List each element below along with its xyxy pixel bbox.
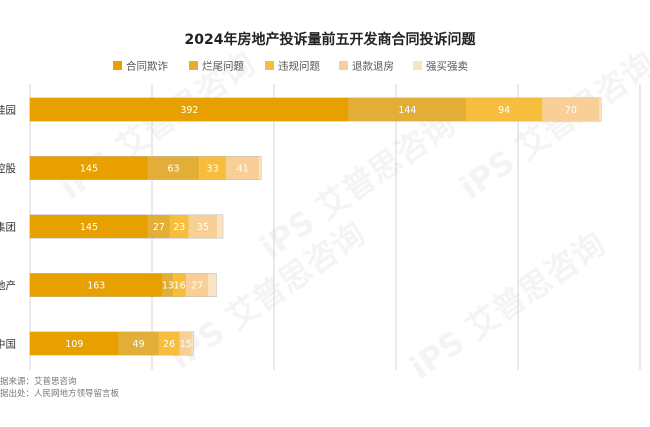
bar-segment	[162, 273, 174, 297]
bar-data-label: 13	[162, 281, 174, 292]
bar-segment	[158, 332, 180, 355]
category-label: 地产	[0, 279, 16, 292]
bar-segment	[542, 98, 600, 121]
bar-segment	[118, 332, 159, 355]
category-label: 控股	[0, 162, 16, 175]
bar-segment	[599, 98, 601, 121]
bar-data-label: 63	[168, 164, 180, 175]
bar-data-label: 33	[207, 164, 219, 175]
bar-segment	[30, 215, 148, 238]
bar-segment	[173, 273, 187, 297]
bar-segment	[30, 98, 349, 121]
bar-data-label: 163	[87, 281, 105, 292]
bar-data-label: 392	[180, 105, 198, 116]
legend-label: 烂尾问题	[202, 60, 244, 73]
legend-label: 退款退房	[352, 60, 394, 73]
bar-data-label: 23	[173, 222, 185, 233]
bar-data-label: 70	[565, 105, 577, 116]
bar-segment	[226, 156, 260, 180]
bar-segment	[186, 273, 209, 297]
legend: 合同欺诈 烂尾问题 违规问题 退款退房 强买强卖	[113, 60, 468, 73]
bar-data-label: 26	[163, 339, 175, 350]
category-label: 桂园	[0, 104, 16, 117]
bar-segment	[217, 215, 223, 238]
footer-note: 据出处：人民网地方领导留言板	[0, 388, 120, 399]
bar-segment	[30, 332, 119, 355]
bar-data-label: 35	[197, 222, 209, 233]
bar-segment	[188, 215, 218, 238]
bar-segment	[169, 215, 189, 238]
bar-data-label: 41	[237, 164, 249, 175]
legend-swatch	[265, 61, 274, 70]
bar-data-label: 16	[174, 281, 186, 292]
category-label: 集团	[0, 221, 16, 234]
bar-data-label: 15	[180, 339, 192, 350]
bar-data-label: 145	[80, 164, 98, 175]
bar-segment	[179, 332, 192, 355]
legend-label: 强买强卖	[426, 61, 468, 73]
category-label: 中国	[0, 338, 16, 351]
bar-data-label: 144	[398, 105, 416, 116]
watermark-text: iPS 艾普思咨询	[453, 44, 650, 206]
bar-segment	[147, 215, 170, 238]
bar-data-label: 109	[65, 339, 83, 350]
bar-segment	[199, 156, 227, 180]
bar-segment	[191, 332, 194, 355]
watermark-text: iPS 艾普思咨询	[403, 224, 612, 386]
bar-data-label: 27	[153, 222, 165, 233]
bar-segment	[208, 273, 217, 297]
bar-data-label: 49	[133, 339, 145, 350]
legend-swatch	[189, 61, 198, 70]
bars: 392 144 94 70 145 63 33 41 145 27 23 35 163 13 16 27 109…	[29, 97, 602, 356]
legend-swatch	[339, 61, 348, 70]
legend-swatch	[113, 61, 122, 70]
bar-segment	[259, 156, 261, 180]
bar-segment	[147, 156, 200, 180]
footer-note: 据来源：艾普思咨询	[0, 376, 77, 387]
bar-data-label: 94	[498, 105, 510, 116]
legend-label: 违规问题	[278, 60, 320, 73]
bar-segment	[465, 98, 543, 121]
legend-swatch	[413, 61, 422, 70]
bar-segment	[348, 98, 466, 121]
bar-segment	[30, 156, 148, 180]
bar-data-label: 145	[80, 222, 98, 233]
chart-title: 2024年房地产投诉量前五开发商合同投诉问题	[185, 31, 477, 48]
bar-segment	[30, 273, 163, 297]
bar-data-label: 27	[191, 281, 203, 292]
legend-label: 合同欺诈	[126, 60, 168, 73]
